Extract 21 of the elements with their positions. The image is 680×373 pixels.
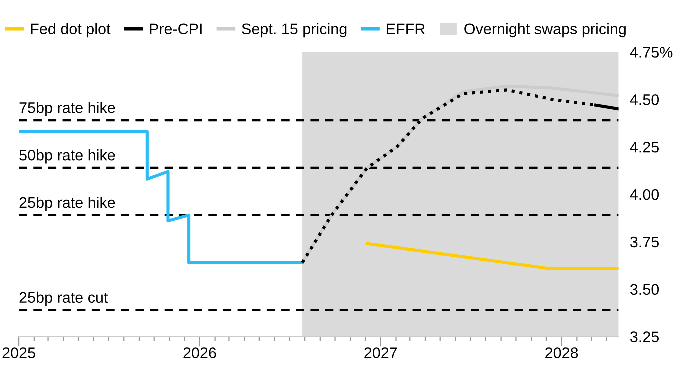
y-tick-label: 4.25 xyxy=(630,142,660,153)
y-tick-label: 4.00 xyxy=(630,189,660,200)
y-tick-label: 4.75% xyxy=(630,47,673,58)
ref-line-label: 25bp rate hike xyxy=(20,196,116,212)
x-tick-label: 2028 xyxy=(546,348,578,358)
legend-label: Overnight swaps pricing xyxy=(464,23,626,38)
x-tick-label: 2026 xyxy=(184,348,216,358)
ref-line-label: 50bp rate hike xyxy=(20,150,116,164)
line-series xyxy=(19,130,304,264)
x-tick-label: 2027 xyxy=(364,348,398,358)
legend-label: Sept. 15 pricing xyxy=(242,23,347,38)
ref-line-label: 75bp rate hike xyxy=(20,102,116,116)
y-tick-label: 3.25 xyxy=(630,332,660,343)
ref-line-label: 25bp rate cut xyxy=(20,292,108,306)
legend-label: Fed dot plot xyxy=(31,23,111,38)
legend-label: Pre-CPI xyxy=(150,24,202,35)
y-tick-label: 3.50 xyxy=(630,284,660,296)
y-tick-label: 4.50 xyxy=(630,94,660,106)
legend-label: EFFR xyxy=(387,24,425,34)
x-tick-label: 2025 xyxy=(2,348,36,358)
y-tick-label: 3.75 xyxy=(630,236,660,248)
